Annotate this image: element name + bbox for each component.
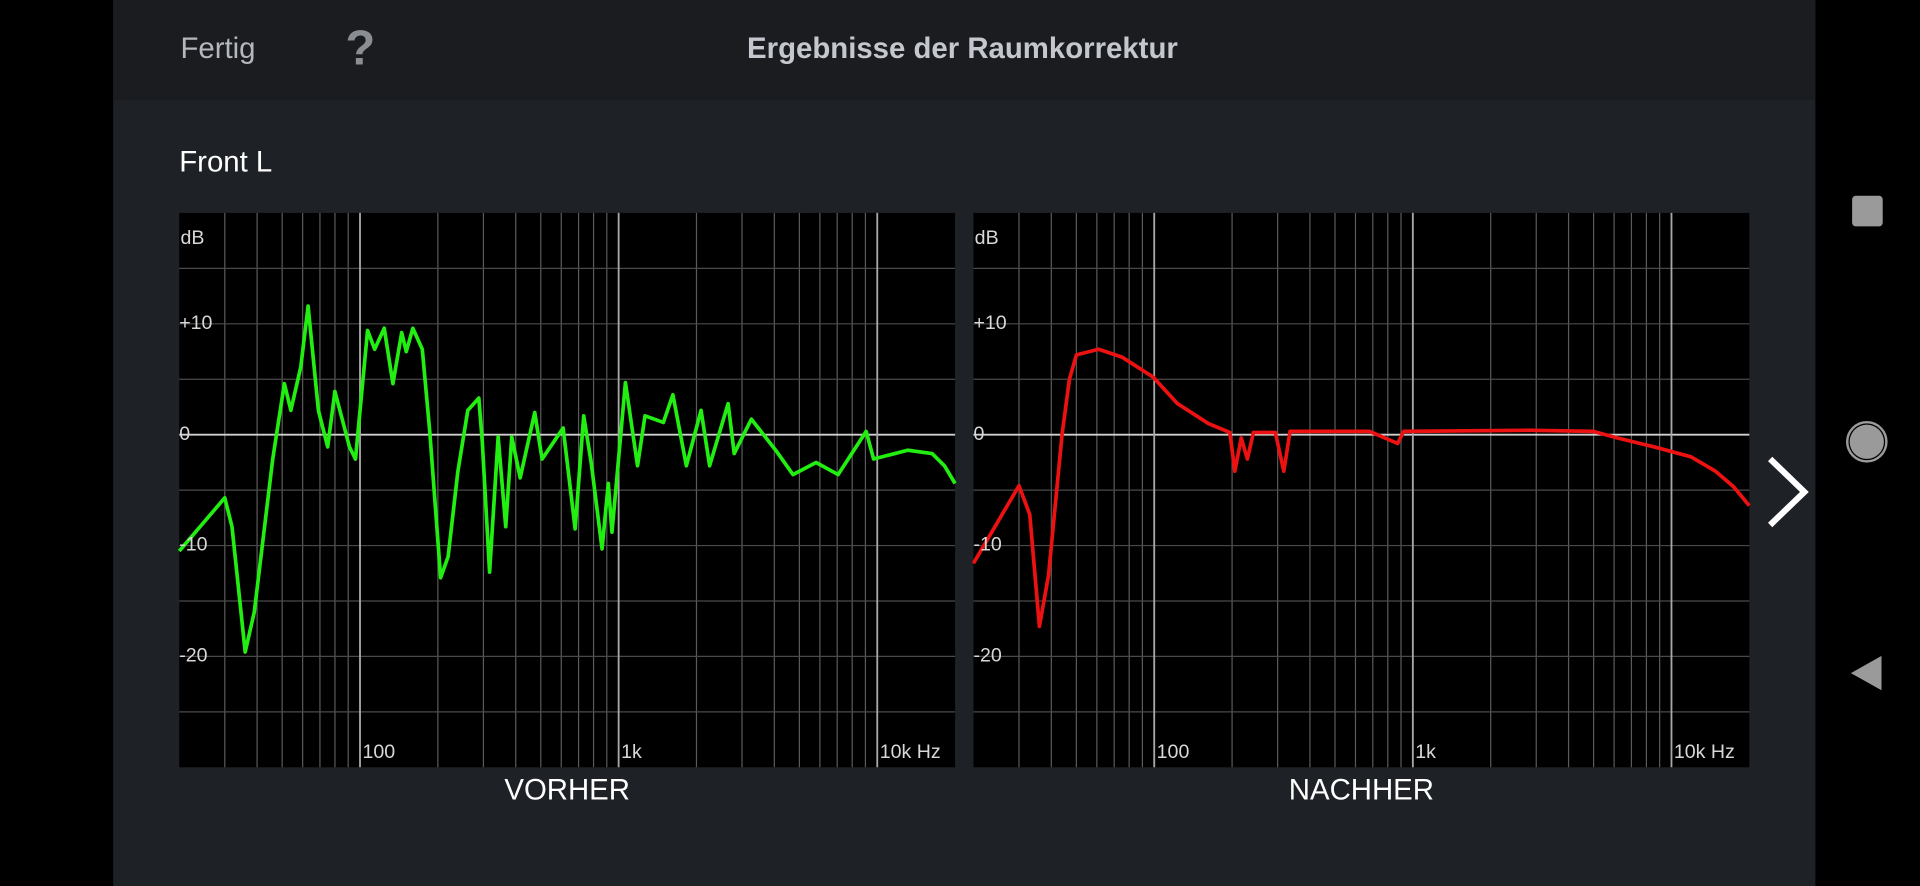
x-tick-label: 1k — [1415, 741, 1436, 763]
y-axis-label: dB — [975, 227, 999, 249]
y-tick-label: +10 — [973, 312, 1006, 334]
help-button[interactable]: ? — [345, 21, 375, 75]
y-tick-label: 0 — [179, 423, 190, 445]
y-tick-label: -10 — [973, 534, 1001, 556]
channel-label: Front L — [179, 146, 272, 179]
chart-title: NACHHER — [1289, 774, 1434, 807]
page-title: Ergebnisse der Raumkorrektur — [747, 32, 1178, 65]
y-tick-label: -10 — [179, 534, 207, 556]
y-tick-label: -20 — [179, 645, 207, 667]
x-tick-label: 100 — [1157, 741, 1190, 763]
next-arrow[interactable] — [1768, 456, 1809, 528]
header-bar — [113, 0, 1816, 101]
y-tick-label: +10 — [179, 312, 212, 334]
x-tick-label: 10k Hz — [1674, 741, 1735, 763]
nav-recents[interactable] — [1852, 195, 1883, 227]
x-tick-label: 10k Hz — [880, 741, 941, 763]
response-curve — [971, 347, 1751, 629]
nav-home[interactable] — [1849, 424, 1884, 459]
y-tick-label: 0 — [973, 423, 984, 445]
chart-title: VORHER — [504, 774, 630, 807]
nav-back[interactable] — [1850, 655, 1882, 691]
x-tick-label: 100 — [362, 741, 395, 763]
response-curve — [177, 304, 957, 654]
done-button[interactable]: Fertig — [180, 32, 255, 65]
nav-home-ring — [1846, 420, 1888, 463]
y-axis-label: dB — [180, 227, 204, 249]
y-tick-label: -20 — [973, 645, 1001, 667]
x-tick-label: 1k — [621, 741, 642, 763]
